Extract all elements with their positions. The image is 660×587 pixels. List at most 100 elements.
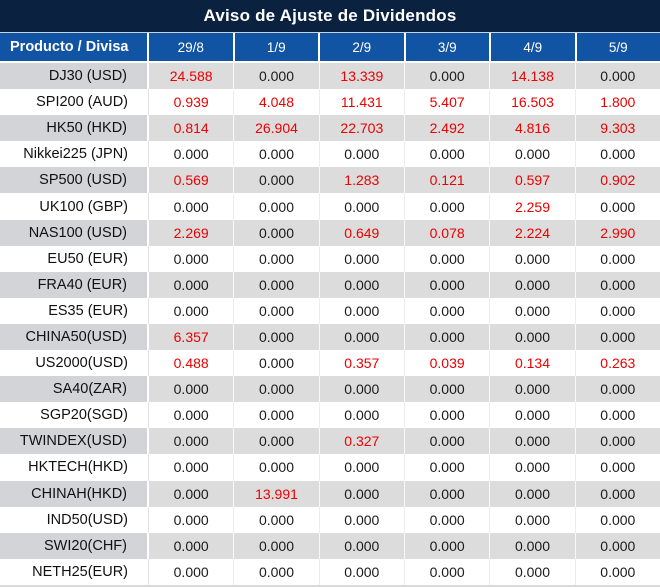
value-cell: 0.000	[575, 480, 660, 507]
value-cell: 0.000	[319, 532, 405, 559]
value-cell: 0.000	[149, 245, 235, 272]
table-row: SWI20(CHF) 0.000 0.000 0.000 0.000 0.000 0.000	[0, 532, 660, 559]
value-cell: 5.407	[404, 89, 491, 116]
value-cell: 0.000	[234, 506, 320, 533]
value-cell: 0.000	[575, 402, 660, 429]
product-cell: Nikkei225 (JPN)	[0, 141, 149, 168]
value-cell: 0.939	[149, 89, 235, 116]
table-row: SGP20(SGD) 0.000 0.000 0.000 0.000 0.000 0.000	[0, 402, 660, 429]
table-row: ES35 (EUR) 0.000 0.000 0.000 0.000 0.000 0.000	[0, 297, 660, 324]
page-title: Aviso de Ajuste de Dividendos	[0, 0, 660, 32]
column-header-date: 2/9	[320, 33, 406, 61]
value-cell: 0.000	[575, 558, 660, 585]
product-cell: HKTECH(HKD)	[0, 454, 149, 481]
table-row: FRA40 (EUR) 0.000 0.000 0.000 0.000 0.000 0.00…	[0, 271, 660, 298]
value-cell: 0.000	[234, 402, 320, 429]
value-cell: 0.000	[404, 506, 491, 533]
column-header-date: 5/9	[608, 39, 628, 55]
column-header-date: 4/9	[491, 33, 577, 61]
value-cell: 0.000	[234, 271, 320, 298]
table-row: IND50(USD) 0.000 0.000 0.000 0.000 0.000 0.000	[0, 506, 660, 533]
value-cell: 0.000	[575, 271, 660, 298]
value-cell: 0.000	[490, 376, 576, 403]
value-cell: 0.649	[319, 219, 405, 246]
value-cell: 0.000	[234, 376, 320, 403]
product-cell: FRA40 (EUR)	[0, 271, 149, 298]
value-cell: 0.000	[149, 193, 235, 220]
value-cell: 0.000	[319, 323, 405, 351]
value-cell: 0.357	[319, 350, 405, 377]
value-cell: 13.339	[319, 63, 405, 90]
table-row: Nikkei225 (JPN) 0.000 0.000 0.000 0.000 0.000…	[0, 141, 660, 168]
value-cell: 0.000	[490, 323, 576, 351]
value-cell: 0.000	[490, 480, 576, 507]
value-cell: 0.000	[490, 141, 576, 168]
value-cell: 4.816	[490, 115, 576, 142]
value-cell: 0.000	[234, 428, 320, 455]
value-cell: 0.000	[490, 271, 576, 298]
value-cell: 0.000	[490, 506, 576, 533]
value-cell: 26.904	[234, 115, 320, 142]
value-cell: 0.263	[575, 350, 660, 377]
value-cell: 0.000	[149, 454, 235, 481]
column-header-date: 1/9	[235, 33, 320, 61]
product-cell: SWI20(CHF)	[0, 532, 149, 559]
value-cell: 9.303	[575, 115, 660, 142]
value-cell: 24.588	[149, 63, 235, 90]
value-cell: 0.000	[575, 141, 660, 168]
table-header-row: Producto / Divisa 29/8 1/9 2/9 3/9 4/9 5/9	[0, 32, 660, 63]
value-cell: 0.000	[319, 245, 405, 272]
product-cell: IND50(USD)	[0, 506, 149, 533]
value-cell: 0.000	[404, 271, 491, 298]
value-cell: 0.000	[575, 297, 660, 324]
value-cell: 0.000	[490, 558, 576, 585]
value-cell: 0.000	[319, 558, 405, 585]
product-cell: US2000(USD)	[0, 350, 149, 377]
value-cell: 0.000	[404, 428, 491, 455]
column-header-date: 29/8	[149, 33, 235, 61]
value-cell: 0.000	[149, 141, 235, 168]
product-cell: DJ30 (USD)	[0, 63, 149, 90]
table-row: NETH25(EUR) 0.000 0.000 0.000 0.000 0.000 0.00…	[0, 558, 660, 585]
value-cell: 0.000	[319, 480, 405, 507]
value-cell: 0.000	[575, 376, 660, 403]
table-row: NAS100 (USD) 2.269 0.000 0.649 0.078 2.224 2.9…	[0, 219, 660, 246]
product-cell: SGP20(SGD)	[0, 402, 149, 429]
product-cell: CHINA50(USD)	[0, 323, 149, 351]
value-cell: 4.048	[234, 89, 320, 116]
value-cell: 2.259	[490, 193, 576, 220]
value-cell: 0.000	[490, 402, 576, 429]
value-cell: 0.000	[234, 193, 320, 220]
product-cell: NAS100 (USD)	[0, 219, 149, 246]
table-row: DJ30 (USD) 24.588 0.000 13.339 0.000 14.138 0.…	[0, 63, 660, 90]
value-cell: 0.000	[404, 63, 491, 90]
value-cell: 2.990	[575, 219, 660, 246]
column-header-date: 3/9	[406, 33, 491, 61]
value-cell: 0.121	[404, 167, 491, 194]
value-cell: 0.000	[490, 428, 576, 455]
value-cell: 0.000	[319, 454, 405, 481]
value-cell: 0.327	[319, 428, 405, 455]
value-cell: 0.000	[404, 532, 491, 559]
product-cell: CHINAH(HKD)	[0, 480, 149, 507]
value-cell: 0.000	[404, 245, 491, 272]
table-row: HK50 (HKD) 0.814 26.904 22.703 2.492 4.816 9.3…	[0, 115, 660, 142]
table-body: DJ30 (USD) 24.588 0.000 13.339 0.000 14.138 0.…	[0, 63, 660, 585]
value-cell: 0.000	[234, 323, 320, 351]
product-cell: EU50 (EUR)	[0, 245, 149, 272]
value-cell: 0.000	[575, 506, 660, 533]
value-cell: 0.000	[319, 141, 405, 168]
product-cell: TWINDEX(USD)	[0, 428, 149, 455]
value-cell: 0.000	[319, 402, 405, 429]
value-cell: 0.488	[149, 350, 235, 377]
value-cell: 0.000	[490, 245, 576, 272]
value-cell: 0.000	[149, 402, 235, 429]
value-cell: 13.991	[234, 480, 320, 507]
value-cell: 0.000	[404, 402, 491, 429]
value-cell: 0.000	[234, 532, 320, 559]
value-cell: 0.000	[234, 167, 320, 194]
product-cell: UK100 (GBP)	[0, 193, 149, 220]
value-cell: 0.000	[319, 376, 405, 403]
value-cell: 0.000	[149, 376, 235, 403]
